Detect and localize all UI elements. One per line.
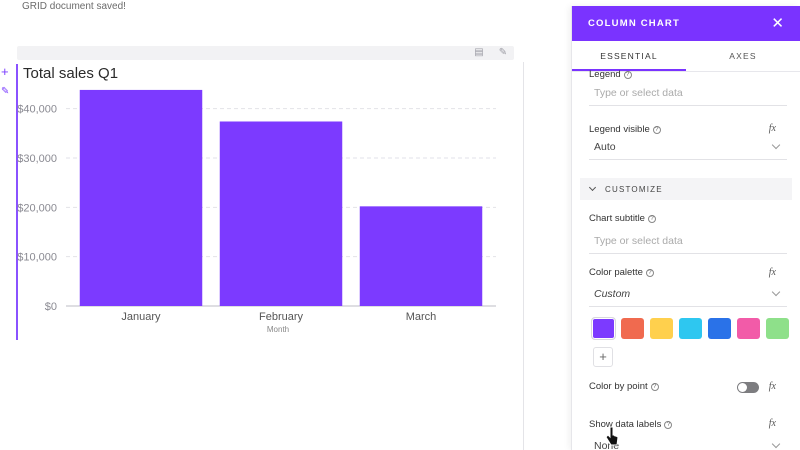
color-by-point-label: Color by point ?	[589, 381, 659, 392]
color-swatch[interactable]	[708, 318, 731, 339]
chart-subtitle-label: Chart subtitle ?	[589, 213, 656, 224]
fx-icon[interactable]: fx	[768, 381, 776, 392]
block-toolbar: ▤ ✎	[17, 46, 514, 60]
mouse-cursor-icon	[605, 426, 619, 446]
legend-visible-value: Auto	[594, 140, 616, 153]
document-edge	[523, 62, 524, 450]
x-tick-label: February	[259, 311, 304, 323]
panel-header: COLUMN CHART ✕	[572, 6, 800, 41]
chart-title: Total sales Q1	[23, 65, 119, 82]
chart-subtitle-label-text: Chart subtitle	[589, 213, 645, 224]
y-tick-label: $30,000	[17, 153, 57, 165]
save-status: GRID document saved!	[22, 1, 126, 12]
color-by-point-toggle[interactable]	[737, 382, 759, 393]
legend-label-text: Legend	[589, 69, 621, 80]
chart-bar[interactable]	[79, 89, 203, 306]
color-palette-label: Color palette ?	[589, 267, 654, 278]
chart-y-axis: $0 $10,000 $20,000 $30,000 $40,000	[17, 104, 57, 313]
color-swatches	[591, 317, 789, 340]
close-icon[interactable]: ✕	[771, 15, 784, 32]
edit-block-icon[interactable]: ✎	[1, 86, 10, 97]
legend-visible-select[interactable]: Auto	[589, 134, 787, 160]
y-tick-label: $0	[45, 301, 57, 313]
customize-label: CUSTOMIZE	[605, 184, 663, 194]
pencil-icon[interactable]: ✎	[498, 47, 508, 58]
color-by-point-label-text: Color by point	[589, 381, 648, 392]
show-data-labels-select[interactable]: None	[589, 433, 787, 450]
color-swatch[interactable]	[766, 318, 789, 339]
database-icon[interactable]: ▤	[474, 47, 484, 58]
fx-icon[interactable]: fx	[768, 267, 776, 278]
fx-icon[interactable]: fx	[768, 418, 776, 429]
chart-bar[interactable]	[219, 121, 343, 306]
panel-tabs: ESSENTIAL AXES	[572, 41, 800, 72]
chart-x-axis: January February March	[121, 311, 436, 323]
x-tick-label: January	[121, 311, 161, 323]
toggle-knob	[738, 383, 747, 392]
column-chart[interactable]: $0 $10,000 $20,000 $30,000 $40,000 January Fe…	[0, 80, 520, 340]
chart-bars	[79, 89, 483, 306]
x-tick-label: March	[406, 311, 437, 323]
chevron-down-icon	[771, 287, 781, 297]
legend-visible-label: Legend visible ?	[589, 124, 661, 135]
y-tick-label: $40,000	[17, 104, 57, 116]
color-swatch[interactable]	[621, 318, 644, 339]
help-icon[interactable]: ?	[664, 420, 673, 429]
y-tick-label: $10,000	[17, 252, 57, 264]
legend-input[interactable]: Type or select data	[589, 80, 787, 106]
chevron-down-icon	[771, 140, 781, 150]
tab-essential[interactable]: ESSENTIAL	[572, 41, 686, 71]
panel-title: COLUMN CHART	[588, 18, 680, 29]
chart-subtitle-placeholder: Type or select data	[594, 234, 683, 247]
help-icon[interactable]: ?	[647, 214, 656, 223]
legend-label: Legend ?	[589, 69, 632, 80]
color-swatch[interactable]	[591, 317, 616, 340]
chart-subtitle-input[interactable]: Type or select data	[589, 228, 787, 254]
add-block-icon[interactable]: +	[1, 64, 9, 79]
help-icon[interactable]: ?	[650, 382, 659, 391]
legend-visible-label-text: Legend visible	[589, 124, 650, 135]
chart-settings-panel: COLUMN CHART ✕ ESSENTIAL AXES Legend ? T…	[571, 6, 800, 450]
color-swatch[interactable]	[679, 318, 702, 339]
help-icon[interactable]: ?	[652, 125, 661, 134]
add-color-button[interactable]: +	[593, 347, 613, 367]
show-data-labels-value: None	[594, 439, 620, 450]
color-palette-select[interactable]: Custom	[589, 281, 787, 307]
show-data-labels-label: Show data labels ?	[589, 419, 673, 430]
tab-axes[interactable]: AXES	[729, 51, 757, 61]
help-icon[interactable]: ?	[645, 268, 654, 277]
customize-section-header[interactable]: CUSTOMIZE	[580, 178, 792, 200]
color-palette-label-text: Color palette	[589, 267, 643, 278]
color-swatch[interactable]	[737, 318, 760, 339]
x-axis-title: Month	[267, 325, 289, 334]
fx-icon[interactable]: fx	[768, 123, 776, 134]
y-tick-label: $20,000	[17, 202, 57, 214]
chevron-down-icon	[588, 183, 597, 192]
chevron-down-icon	[771, 439, 781, 449]
color-palette-value: Custom	[594, 287, 631, 300]
chart-bar[interactable]	[359, 206, 483, 306]
show-data-labels-label-text: Show data labels	[589, 419, 662, 430]
legend-placeholder: Type or select data	[594, 86, 683, 99]
help-icon[interactable]: ?	[623, 70, 632, 79]
selected-block-indicator	[16, 64, 18, 340]
color-swatch[interactable]	[650, 318, 673, 339]
